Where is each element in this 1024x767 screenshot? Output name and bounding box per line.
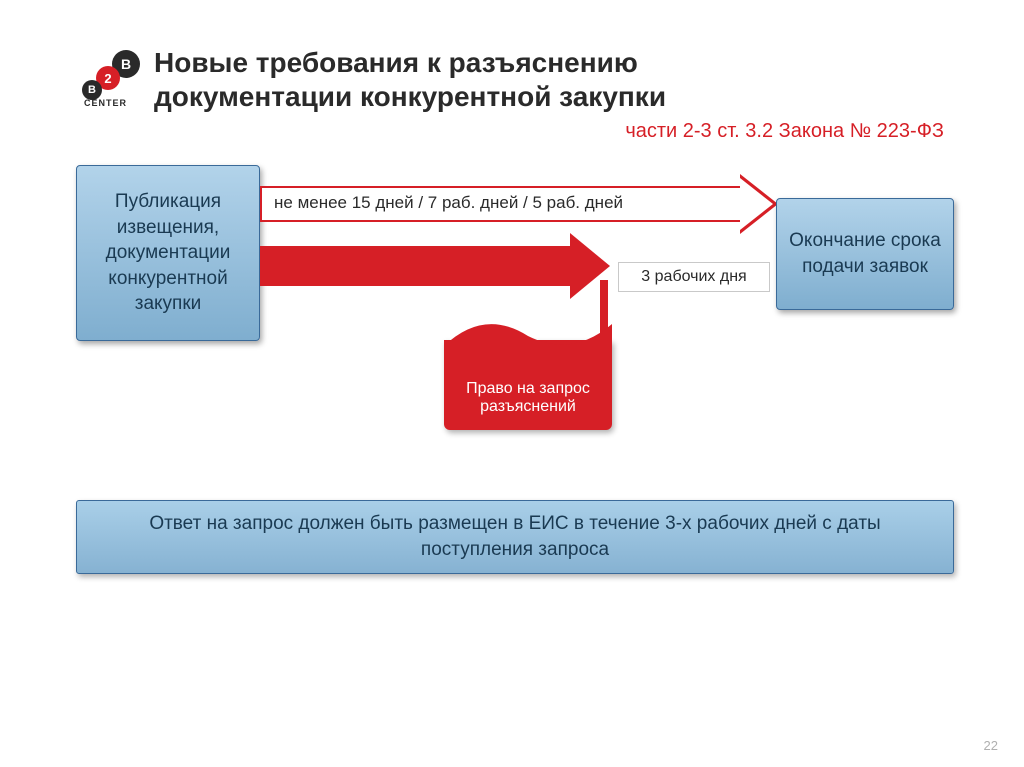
- arrow-timeline-outline: не менее 15 дней / 7 раб. дней / 5 раб. …: [260, 186, 780, 222]
- flag-text: Право на запрос разъяснений: [458, 380, 598, 416]
- slide-title: Новые требования к разъяснению документа…: [154, 46, 934, 113]
- footer-note-text: Ответ на запрос должен быть размещен в Е…: [107, 511, 923, 562]
- label-three-work-days: 3 рабочих дня: [618, 262, 770, 292]
- arrow-request-period: [260, 246, 634, 286]
- page-number: 22: [984, 738, 998, 753]
- arrow-outline-head-inner: [740, 178, 773, 230]
- b2b-center-logo: B 2 B CENTER: [82, 50, 142, 105]
- arrow-solid-shaft: [260, 246, 570, 286]
- arrow-outline-label: не менее 15 дней / 7 раб. дней / 5 раб. …: [274, 193, 623, 213]
- flag-right-to-request: Право на запрос разъяснений: [444, 340, 612, 430]
- box-deadline-text: Окончание срока подачи заявок: [787, 228, 943, 279]
- footer-note-bar: Ответ на запрос должен быть размещен в Е…: [76, 500, 954, 574]
- box-publication-text: Публикация извещения, документации конку…: [87, 189, 249, 317]
- title-line-2: документации конкурентной закупки: [154, 80, 934, 114]
- logo-circle-b-bottom: B: [82, 80, 102, 100]
- law-reference: части 2-3 ст. 3.2 Закона № 223-ФЗ: [625, 120, 944, 143]
- title-line-1: Новые требования к разъяснению: [154, 46, 934, 80]
- logo-center-label: CENTER: [84, 98, 127, 108]
- box-deadline: Окончание срока подачи заявок: [776, 198, 954, 310]
- box-publication: Публикация извещения, документации конку…: [76, 165, 260, 341]
